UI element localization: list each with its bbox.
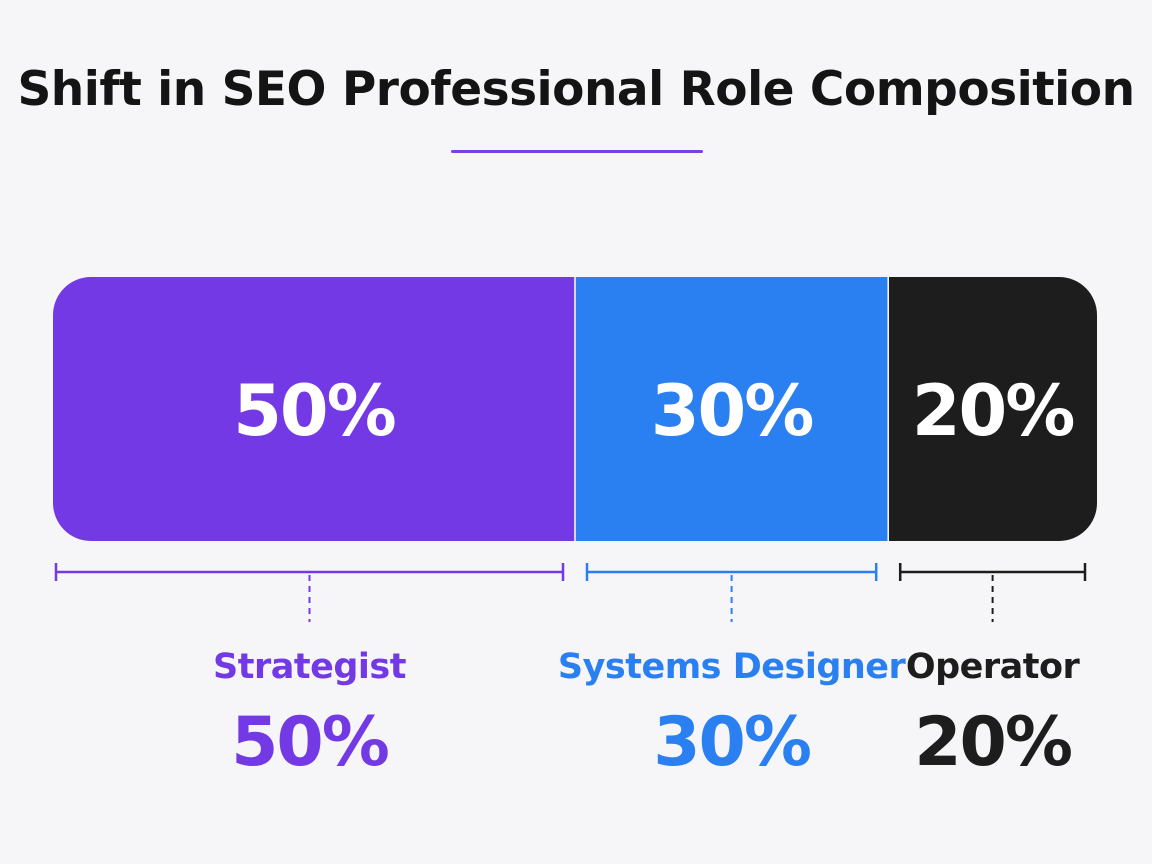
chart-title: Shift in SEO Professional Role Compositi… xyxy=(17,62,1135,117)
category-label-operator: Operator xyxy=(906,647,1081,687)
value-label-strategist: 50% xyxy=(231,703,388,782)
category-label-strategist: Strategist xyxy=(213,647,406,687)
value-label-operator: 20% xyxy=(914,703,1071,782)
category-label-systems-designer: Systems Designer xyxy=(558,647,907,687)
bar-group xyxy=(53,277,1097,541)
bar-segment-strategist xyxy=(53,277,575,541)
bar-label-systems-designer: 30% xyxy=(651,370,813,452)
bar-label-strategist: 50% xyxy=(233,370,395,452)
title-underline xyxy=(451,150,703,153)
bar-segment-operator xyxy=(888,277,1097,541)
bar-label-operator: 20% xyxy=(912,370,1074,452)
value-label-systems-designer: 30% xyxy=(653,703,810,782)
bar-segment-systems-designer xyxy=(575,277,889,541)
